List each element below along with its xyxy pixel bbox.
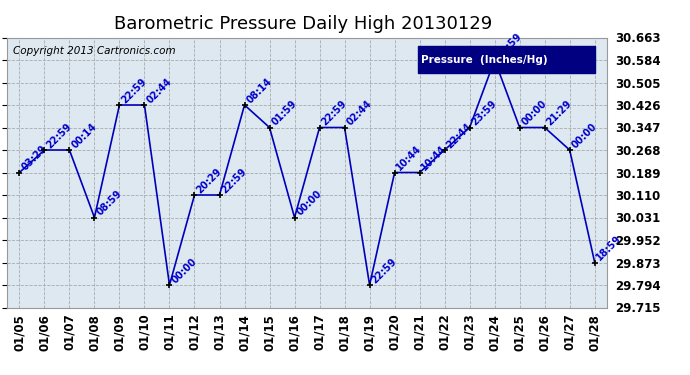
Text: 18:59: 18:59: [595, 233, 624, 262]
Text: 00:00: 00:00: [295, 189, 324, 218]
Text: 23:59: 23:59: [470, 99, 499, 128]
Text: 02:44: 02:44: [344, 99, 373, 128]
Text: 01:59: 01:59: [270, 99, 299, 128]
Text: 21:29: 21:29: [544, 99, 573, 128]
Text: 00:00: 00:00: [570, 121, 599, 150]
Text: 22:59: 22:59: [370, 256, 399, 285]
Text: Pressure  (Inches/Hg): Pressure (Inches/Hg): [421, 55, 548, 64]
Text: 22:44: 22:44: [444, 121, 473, 150]
Text: Copyright 2013 Cartronics.com: Copyright 2013 Cartronics.com: [13, 46, 175, 56]
Text: 08:14: 08:14: [244, 76, 274, 105]
FancyBboxPatch shape: [418, 46, 595, 73]
Text: 03:29: 03:29: [19, 144, 48, 172]
Text: 20:29: 20:29: [195, 166, 224, 195]
Text: 10:44: 10:44: [395, 144, 424, 172]
Text: 02:44: 02:44: [144, 76, 173, 105]
Text: 08:59: 08:59: [495, 31, 524, 60]
Text: 22:59: 22:59: [119, 76, 148, 105]
Text: 00:14: 00:14: [70, 121, 99, 150]
Text: 00:00: 00:00: [170, 256, 199, 285]
Text: 22:59: 22:59: [44, 121, 73, 150]
Text: 10:44: 10:44: [420, 144, 448, 172]
Text: 00:00: 00:00: [520, 99, 549, 128]
Text: 22:59: 22:59: [319, 99, 348, 128]
Text: Barometric Pressure Daily High 20130129: Barometric Pressure Daily High 20130129: [115, 15, 493, 33]
Text: 22:59: 22:59: [219, 166, 248, 195]
Text: 08:59: 08:59: [95, 188, 124, 218]
